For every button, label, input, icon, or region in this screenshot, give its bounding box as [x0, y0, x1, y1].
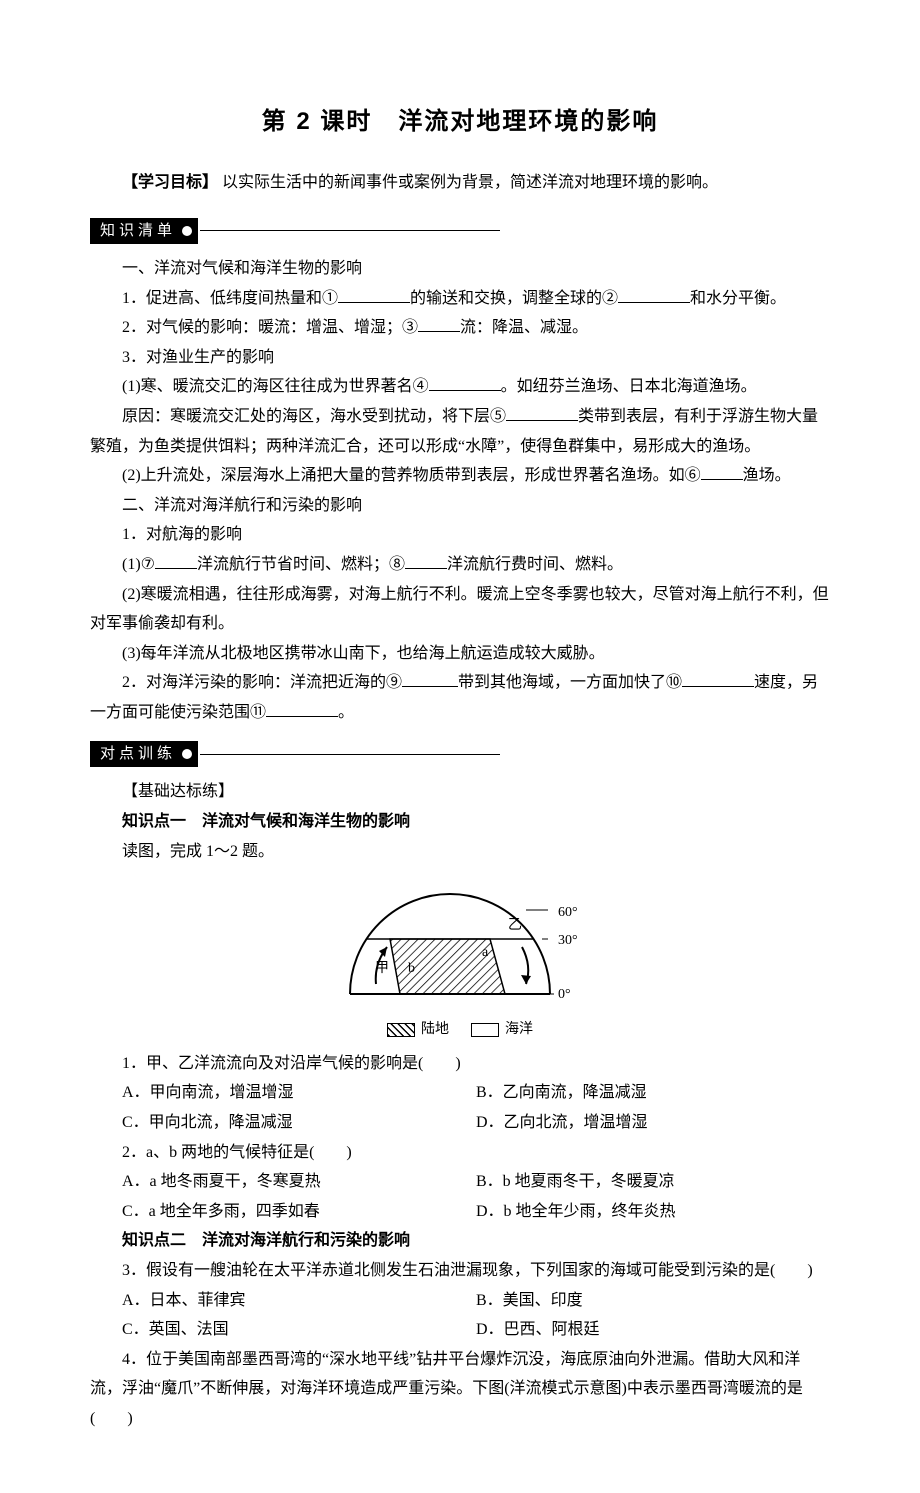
- p1-b: 的输送和交换，调整全球的②: [410, 290, 618, 307]
- dot-icon: [182, 749, 192, 759]
- q3-optB: B．美国、印度: [476, 1286, 830, 1316]
- p4-3: (3)每年洋流从北极地区携带冰山南下，也给海上航运造成较大威胁。: [90, 639, 830, 669]
- p5: 2．对海洋污染的影响：洋流把近海的⑨带到其他海域，一方面加快了⑩速度，另一方面可…: [90, 668, 830, 727]
- section1-heading: 一、洋流对气候和海洋生物的影响: [90, 254, 830, 284]
- p3: 3．对渔业生产的影响: [90, 343, 830, 373]
- q2-stem: 2．a、b 两地的气候特征是( ): [90, 1138, 830, 1168]
- rule-line: [200, 754, 500, 755]
- p3-2a: (2)上升流处，深层海水上涌把大量的营养物质带到表层，形成世界著名渔场。如⑥: [122, 467, 701, 484]
- banner-checklist-text: 知识清单: [100, 218, 176, 244]
- q1-optB: B．乙向南流，降温减湿: [476, 1078, 830, 1108]
- lat60-label: 60°: [558, 905, 578, 920]
- p4-1c: 洋流航行费时间、燃料。: [447, 556, 623, 573]
- q4-stem: 4．位于美国南部墨西哥湾的“深水地平线”钻井平台爆炸沉没，海底原油向外泄漏。借助…: [90, 1345, 830, 1434]
- q3-row2: C．英国、法国 D．巴西、阿根廷: [90, 1315, 830, 1345]
- p3-r1: 原因：寒暖流交汇处的海区，海水受到扰动，将下层⑤: [122, 408, 506, 425]
- blank-9: [402, 670, 458, 688]
- q2-optB: B．b 地夏雨冬干，冬暖夏凉: [476, 1167, 830, 1197]
- p4-2: (2)寒暖流相遇，往往形成海雾，对海上航行不利。暖流上空冬季雾也较大，尽管对海上…: [90, 580, 830, 639]
- legend-sea: 海洋: [471, 1017, 533, 1043]
- q3-optA: A．日本、菲律宾: [122, 1286, 476, 1316]
- section2-heading: 二、洋流对海洋航行和污染的影响: [90, 491, 830, 521]
- page-title: 第 2 课时 洋流对地理环境的影响: [90, 100, 830, 144]
- blank-3: [418, 315, 460, 333]
- blank-7: [155, 551, 197, 569]
- objective-label: 【学习目标】: [122, 174, 218, 191]
- q1-optA: A．甲向南流，增温增湿: [122, 1078, 476, 1108]
- q2-row1: A．a 地冬雨夏干，冬寒夏热 B．b 地夏雨冬干，冬暖夏凉: [90, 1167, 830, 1197]
- banner-checklist: 知识清单: [90, 218, 198, 244]
- swatch-sea-icon: [471, 1023, 499, 1037]
- p4-1a: (1)⑦: [122, 556, 155, 573]
- swatch-land-icon: [387, 1023, 415, 1037]
- blank-11: [266, 699, 338, 717]
- p3-1a: (1)寒、暖流交汇的海区往往成为世界著名④: [122, 378, 429, 395]
- base-heading: 【基础达标练】: [90, 777, 830, 807]
- q2-optD: D．b 地全年少雨，终年炎热: [476, 1197, 830, 1227]
- p1: 1．促进高、低纬度间热量和① 的输送和交换，调整全球的② 和水分平衡。: [90, 284, 830, 314]
- blank-4: [429, 374, 501, 392]
- q1-stem: 1．甲、乙洋流流向及对沿岸气候的影响是( ): [90, 1049, 830, 1079]
- dot-icon: [182, 226, 192, 236]
- banner-checklist-row: 知识清单: [90, 218, 830, 244]
- p5-a: 2．对海洋污染的影响：洋流把近海的⑨: [122, 674, 402, 691]
- q2-optC: C．a 地全年多雨，四季如春: [122, 1197, 476, 1227]
- learning-objective: 【学习目标】 以实际生活中的新闻事件或案例为背景，简述洋流对地理环境的影响。: [90, 168, 830, 198]
- read-12: 读图，完成 1～2 题。: [90, 837, 830, 867]
- q1-optC: C．甲向北流，降温减湿: [122, 1108, 476, 1138]
- p1-a: 1．促进高、低纬度间热量和①: [122, 290, 338, 307]
- hemisphere-diagram-icon: 60° 30° 0° a b 甲 乙: [330, 874, 590, 1004]
- legend-land: 陆地: [387, 1017, 449, 1043]
- legend-land-text: 陆地: [421, 1017, 449, 1043]
- p1-c: 和水分平衡。: [690, 290, 786, 307]
- blank-8: [405, 551, 447, 569]
- banner-practice-row: 对点训练: [90, 741, 830, 767]
- p3-1: (1)寒、暖流交汇的海区往往成为世界著名④ 。如纽芬兰渔场、日本北海道渔场。: [90, 372, 830, 402]
- p2: 2．对气候的影响：暖流：增温、增湿；③ 流：降温、减湿。: [90, 313, 830, 343]
- p2-a: 2．对气候的影响：暖流：增温、增湿；③: [122, 319, 418, 336]
- p3-2: (2)上升流处，深层海水上涌把大量的营养物质带到表层，形成世界著名渔场。如⑥ 渔场…: [90, 461, 830, 491]
- q3-stem: 3．假设有一艘油轮在太平洋赤道北侧发生石油泄漏现象，下列国家的海域可能受到污染的…: [90, 1256, 830, 1286]
- label-jia: 甲: [375, 961, 389, 976]
- blank-5: [506, 403, 578, 421]
- legend-sea-text: 海洋: [505, 1017, 533, 1043]
- q2-optA: A．a 地冬雨夏干，冬寒夏热: [122, 1167, 476, 1197]
- p3-reason: 原因：寒暖流交汇处的海区，海水受到扰动，将下层⑤类带到表层，有利于浮游生物大量繁…: [90, 402, 830, 461]
- rule-line: [200, 230, 500, 231]
- p2-b: 流：降温、减湿。: [460, 319, 588, 336]
- blank-6: [701, 463, 743, 481]
- banner-practice-text: 对点训练: [100, 741, 176, 767]
- kp1-heading: 知识点一 洋流对气候和海洋生物的影响: [90, 807, 830, 837]
- q1-row1: A．甲向南流，增温增湿 B．乙向南流，降温减湿: [90, 1078, 830, 1108]
- lat30-label: 30°: [558, 933, 578, 948]
- q3-row1: A．日本、菲律宾 B．美国、印度: [90, 1286, 830, 1316]
- p3-1b: 。如纽芬兰渔场、日本北海道渔场。: [501, 378, 757, 395]
- p4: 1．对航海的影响: [90, 520, 830, 550]
- p5-b: 带到其他海域，一方面加快了⑩: [458, 674, 682, 691]
- figure-hemisphere: 60° 30° 0° a b 甲 乙 陆地 海洋: [90, 874, 830, 1042]
- p5-d: 。: [338, 704, 354, 721]
- q3-optD: D．巴西、阿根廷: [476, 1315, 830, 1345]
- blank-2: [618, 285, 690, 303]
- lat0-label: 0°: [558, 987, 571, 1002]
- p4-1b: 洋流航行节省时间、燃料；⑧: [197, 556, 405, 573]
- blank-1: [338, 285, 410, 303]
- q3-optC: C．英国、法国: [122, 1315, 476, 1345]
- label-a: a: [482, 945, 489, 960]
- blank-10: [682, 670, 754, 688]
- q1-optD: D．乙向北流，增温增湿: [476, 1108, 830, 1138]
- p3-2b: 渔场。: [743, 467, 791, 484]
- q1-row2: C．甲向北流，降温减湿 D．乙向北流，增温增湿: [90, 1108, 830, 1138]
- label-b: b: [408, 961, 415, 976]
- banner-practice: 对点训练: [90, 741, 198, 767]
- figure-legend: 陆地 海洋: [90, 1017, 830, 1043]
- kp2-heading: 知识点二 洋流对海洋航行和污染的影响: [90, 1226, 830, 1256]
- p4-1: (1)⑦ 洋流航行节省时间、燃料；⑧ 洋流航行费时间、燃料。: [90, 550, 830, 580]
- label-yi: 乙: [508, 917, 522, 933]
- q2-row2: C．a 地全年多雨，四季如春 D．b 地全年少雨，终年炎热: [90, 1197, 830, 1227]
- objective-text: 以实际生活中的新闻事件或案例为背景，简述洋流对地理环境的影响。: [222, 174, 718, 191]
